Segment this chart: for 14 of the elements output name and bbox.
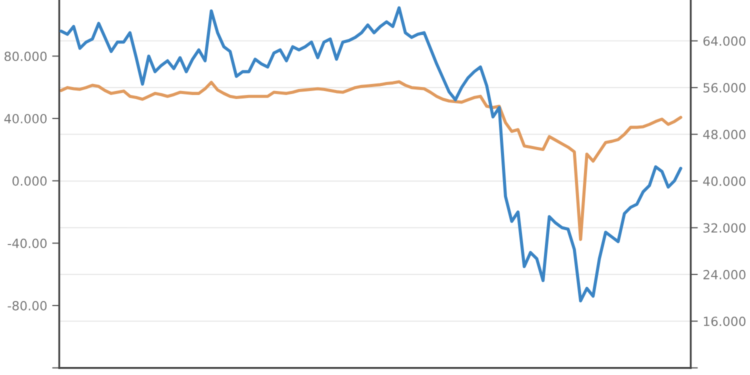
- y-tick-label: -80.00: [8, 300, 47, 310]
- y2-tick-label: 40.000: [703, 176, 746, 186]
- y-tick-label: 0.000: [12, 176, 47, 186]
- y2-tick-label: 64.000: [703, 36, 746, 46]
- y-tick-label: 80.000: [4, 52, 47, 62]
- y-tick-label: 40.000: [4, 114, 47, 124]
- line-series: [60, 80, 682, 241]
- y2-tick-label: 56.000: [704, 83, 746, 93]
- y2-tick-label: 32.000: [704, 223, 746, 233]
- y2-tick-label: 24.000: [703, 270, 746, 280]
- y2-tick-label: 16.000: [704, 316, 746, 326]
- y-tick-label: -40.00: [8, 238, 47, 248]
- line-series: [60, 6, 682, 302]
- y2-tick-label: 48.000: [703, 130, 746, 140]
